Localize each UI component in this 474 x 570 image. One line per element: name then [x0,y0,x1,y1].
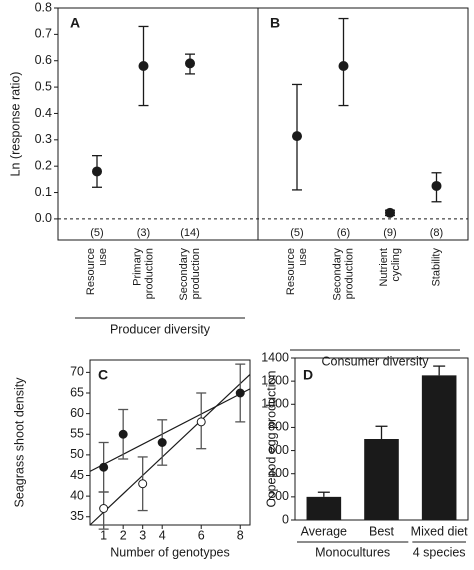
panel-label: A [70,15,80,31]
y-tick-label: 0.8 [35,0,52,14]
y-tick-label: 0.6 [35,53,52,67]
y-tick-label: 200 [268,489,289,503]
x-tick-label: 3 [139,528,146,542]
n-label: (5) [290,227,303,239]
x-axis-title: Number of genotypes [110,545,230,559]
y-tick-label: 400 [268,466,289,480]
y-tick-label: 0.1 [35,185,52,199]
group-label: Monocultures [315,545,390,559]
fit-line [89,374,251,526]
bar [306,496,342,520]
x-tick-label: Secondary [331,248,343,301]
y-tick-label: 0 [282,512,289,526]
y-axis-title: Copepod egg production [264,370,278,507]
y-tick-label: 40 [70,488,84,502]
x-tick-label: Resource [285,248,297,295]
y-tick-label: 1400 [261,350,289,364]
point [157,438,167,447]
panel-label: D [303,367,313,383]
x-tick-label: 6 [198,528,205,542]
point [431,180,442,191]
y-tick-label: 45 [70,468,84,482]
x-tick-label: Primary [131,248,143,286]
y-axis-title: Seagrass shoot density [12,377,26,508]
y-tick-label: 0.3 [35,132,52,146]
bar [364,439,399,520]
x-tick-label: 1 [100,528,107,542]
n-label: (8) [430,227,443,239]
group-label: Consumer diversity [322,354,430,368]
point [235,388,245,398]
point [138,479,148,489]
n-label: (14) [180,227,200,239]
y-tick-label: 55 [70,427,84,441]
plot-frame [89,359,251,526]
n-label: (9) [383,227,396,239]
x-tick-label: Secondary [178,248,190,301]
point [92,166,102,177]
y-axis-title: Ln (response ratio) [8,72,22,177]
x-tick-label: Nutrient [378,248,390,287]
y-tick-label: 1200 [261,373,289,387]
x-tick-label: Resource [85,248,97,295]
y-tick-label: 60 [70,406,84,420]
y-tick-label: 70 [70,365,84,379]
y-tick-label: 0.4 [35,106,52,120]
x-tick-label: production [143,248,155,299]
n-label: (6) [337,227,350,239]
x-tick-label: 8 [237,528,244,542]
panel-label: B [270,15,280,31]
point [185,58,195,69]
y-tick-label: 800 [268,420,289,434]
x-tick-label: use [97,248,109,266]
y-tick-label: 0.0 [35,211,52,225]
x-tick-label: production [343,248,355,299]
y-tick-label: 0.2 [35,158,52,172]
fit-line [89,388,251,472]
point [338,61,349,71]
plot-frame [57,7,469,241]
x-tick-label: Best [369,524,395,538]
y-tick-label: 0.7 [35,27,52,41]
x-tick-label: Average [301,524,347,538]
point [99,462,109,472]
group-label: Producer diversity [110,322,211,336]
n-label: (5) [90,227,103,239]
x-tick-label: use [297,248,309,266]
point [99,504,109,513]
y-tick-label: 600 [268,443,289,457]
point [196,417,206,427]
point [118,429,128,439]
point [385,207,395,218]
panel-label: C [98,367,108,383]
x-tick-label: production [190,248,202,299]
point [292,131,302,142]
y-tick-label: 0.5 [35,79,52,93]
bar [421,375,457,520]
point [138,61,149,71]
x-tick-label: 2 [120,528,127,542]
x-tick-label: 4 [159,528,166,542]
y-tick-label: 65 [70,385,84,399]
y-tick-label: 50 [70,447,84,461]
y-tick-label: 35 [70,509,84,523]
y-tick-label: 1000 [261,397,289,411]
group-label: 4 species [413,545,466,559]
n-label: (3) [137,227,150,239]
x-tick-label: Mixed diet [411,524,468,538]
x-tick-label: Stability [430,248,442,287]
x-tick-label: cycling [390,248,402,282]
